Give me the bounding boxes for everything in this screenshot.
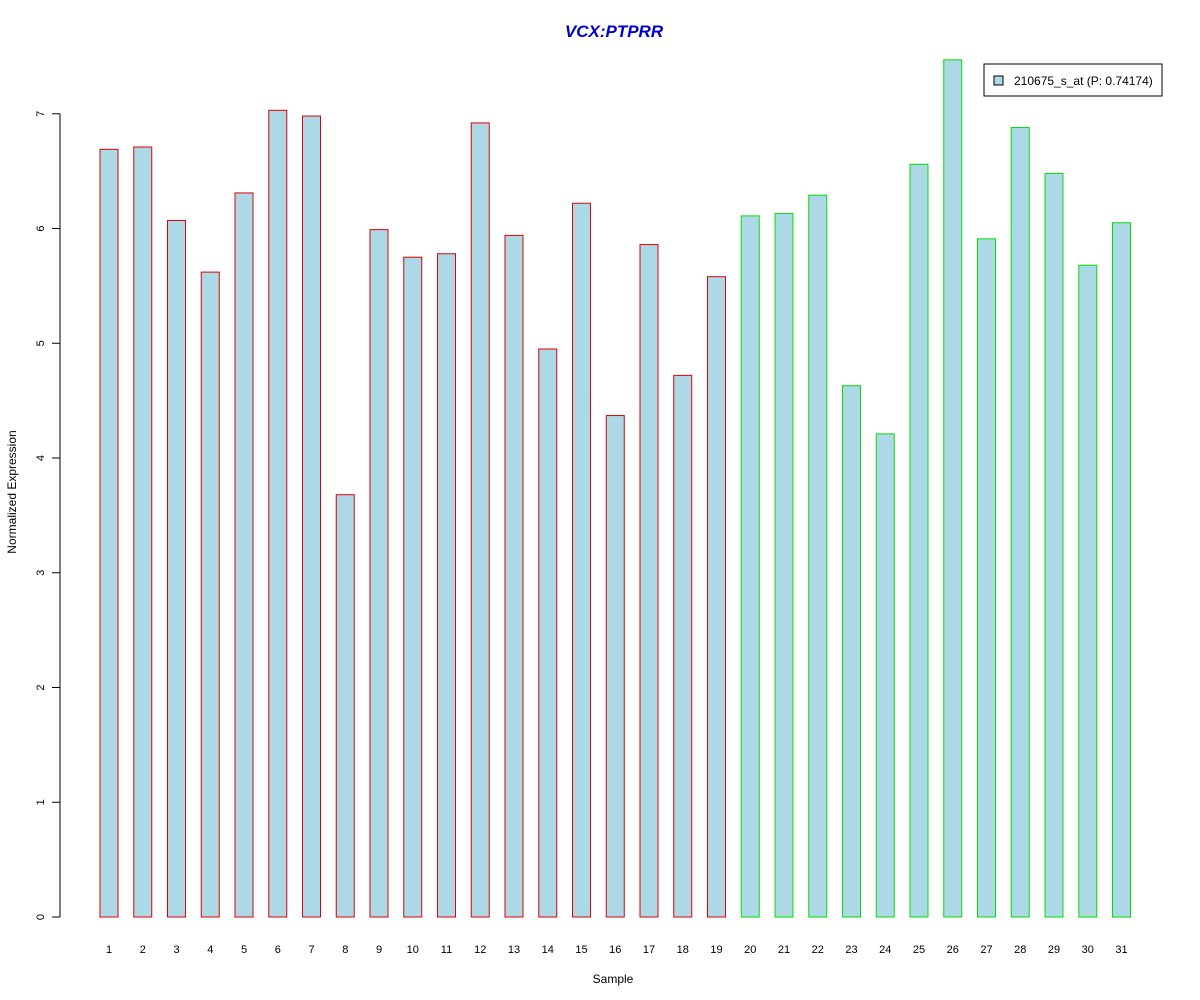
x-tick-label: 22 [812, 944, 824, 956]
x-tick-label: 12 [474, 944, 486, 956]
bar-sample-30 [1078, 264, 1098, 918]
bar-sample-6 [268, 109, 288, 918]
bar-sample-23 [842, 385, 861, 918]
legend-swatch [993, 75, 1004, 86]
x-tick-label: 6 [275, 944, 281, 956]
x-tick-label: 8 [342, 944, 348, 956]
bar-sample-28 [1010, 127, 1030, 918]
bar-sample-27 [977, 238, 996, 918]
y-tick-label: 0 [35, 914, 47, 920]
x-tick-label: 3 [173, 944, 179, 956]
y-tick-label: 4 [35, 455, 47, 461]
bar-sample-18 [673, 374, 693, 918]
bar-sample-24 [875, 433, 895, 918]
x-tick-label: 24 [879, 944, 891, 956]
x-tick-label: 26 [947, 944, 959, 956]
legend: 210675_s_at (P: 0.74174) [983, 63, 1163, 97]
x-tick-label: 25 [913, 944, 925, 956]
y-axis-label: Normalized Expression [5, 430, 19, 553]
bar-sample-4 [200, 271, 220, 918]
bar-sample-19 [707, 276, 726, 918]
bar-sample-2 [133, 146, 153, 918]
bar-sample-31 [1112, 222, 1131, 918]
x-tick-label: 21 [778, 944, 790, 956]
bar-sample-12 [470, 122, 490, 918]
legend-box [983, 63, 1163, 97]
x-tick-label: 11 [441, 944, 452, 956]
bar-sample-13 [504, 234, 524, 918]
x-tick-label: 20 [744, 944, 756, 956]
x-tick-label: 28 [1014, 944, 1026, 956]
y-tick-label: 5 [35, 340, 47, 346]
x-tick-labels: 1 2 3 4 5 6 7 8 9 10 11 12 13 14 15 16 17 18 19 20 21 22 23 24 2… [106, 944, 1128, 956]
bar-sample-10 [403, 256, 423, 918]
bar-sample-21 [774, 213, 794, 918]
x-tick-label: 30 [1082, 944, 1094, 956]
x-tick-label: 31 [1115, 944, 1127, 956]
x-tick-label: 10 [407, 944, 419, 956]
x-tick-label: 9 [376, 944, 382, 956]
bar-sample-15 [572, 202, 591, 918]
x-tick-label: 18 [677, 944, 689, 956]
y-tick-label: 2 [35, 684, 47, 690]
y-tick-label: 1 [35, 799, 47, 805]
x-tick-label: 15 [575, 944, 587, 956]
bar-sample-25 [909, 163, 929, 918]
legend-label: 210675_s_at (P: 0.74174) [1014, 74, 1153, 88]
bar-sample-1 [99, 148, 119, 918]
bars [99, 59, 1131, 918]
bar-sample-11 [437, 253, 456, 918]
bar-sample-8 [335, 494, 355, 918]
bar-sample-22 [808, 194, 828, 918]
bar-sample-5 [234, 192, 254, 918]
bar-sample-9 [369, 229, 389, 918]
chart-title: VCX:PTPRR [565, 22, 664, 41]
x-tick-label: 27 [980, 944, 992, 956]
bar-sample-17 [639, 244, 659, 918]
x-tick-label: 29 [1048, 944, 1060, 956]
x-tick-label: 13 [508, 944, 520, 956]
x-tick-label: 1 [106, 944, 112, 956]
x-tick-label: 5 [241, 944, 247, 956]
bar-sample-7 [302, 115, 321, 918]
bar-sample-14 [538, 348, 558, 918]
bar-sample-29 [1044, 172, 1064, 918]
y-tick-label: 6 [35, 225, 47, 231]
x-tick-label: 7 [308, 944, 314, 956]
x-tick-label: 14 [542, 944, 554, 956]
x-tick-label: 17 [643, 944, 655, 956]
bar-sample-26 [943, 59, 963, 918]
x-tick-label: 19 [710, 944, 722, 956]
x-tick-label: 23 [845, 944, 857, 956]
x-axis-label: Sample [593, 972, 634, 986]
x-tick-label: 16 [609, 944, 621, 956]
x-tick-label: 2 [140, 944, 146, 956]
bar-sample-3 [167, 219, 186, 918]
bar-sample-20 [740, 215, 760, 918]
x-tick-label: 4 [207, 944, 213, 956]
y-tick-label: 7 [35, 111, 47, 117]
bar-sample-16 [605, 415, 625, 918]
y-tick-label: 3 [35, 570, 47, 576]
y-axis: 0 1 2 3 4 5 6 7 [35, 111, 61, 920]
